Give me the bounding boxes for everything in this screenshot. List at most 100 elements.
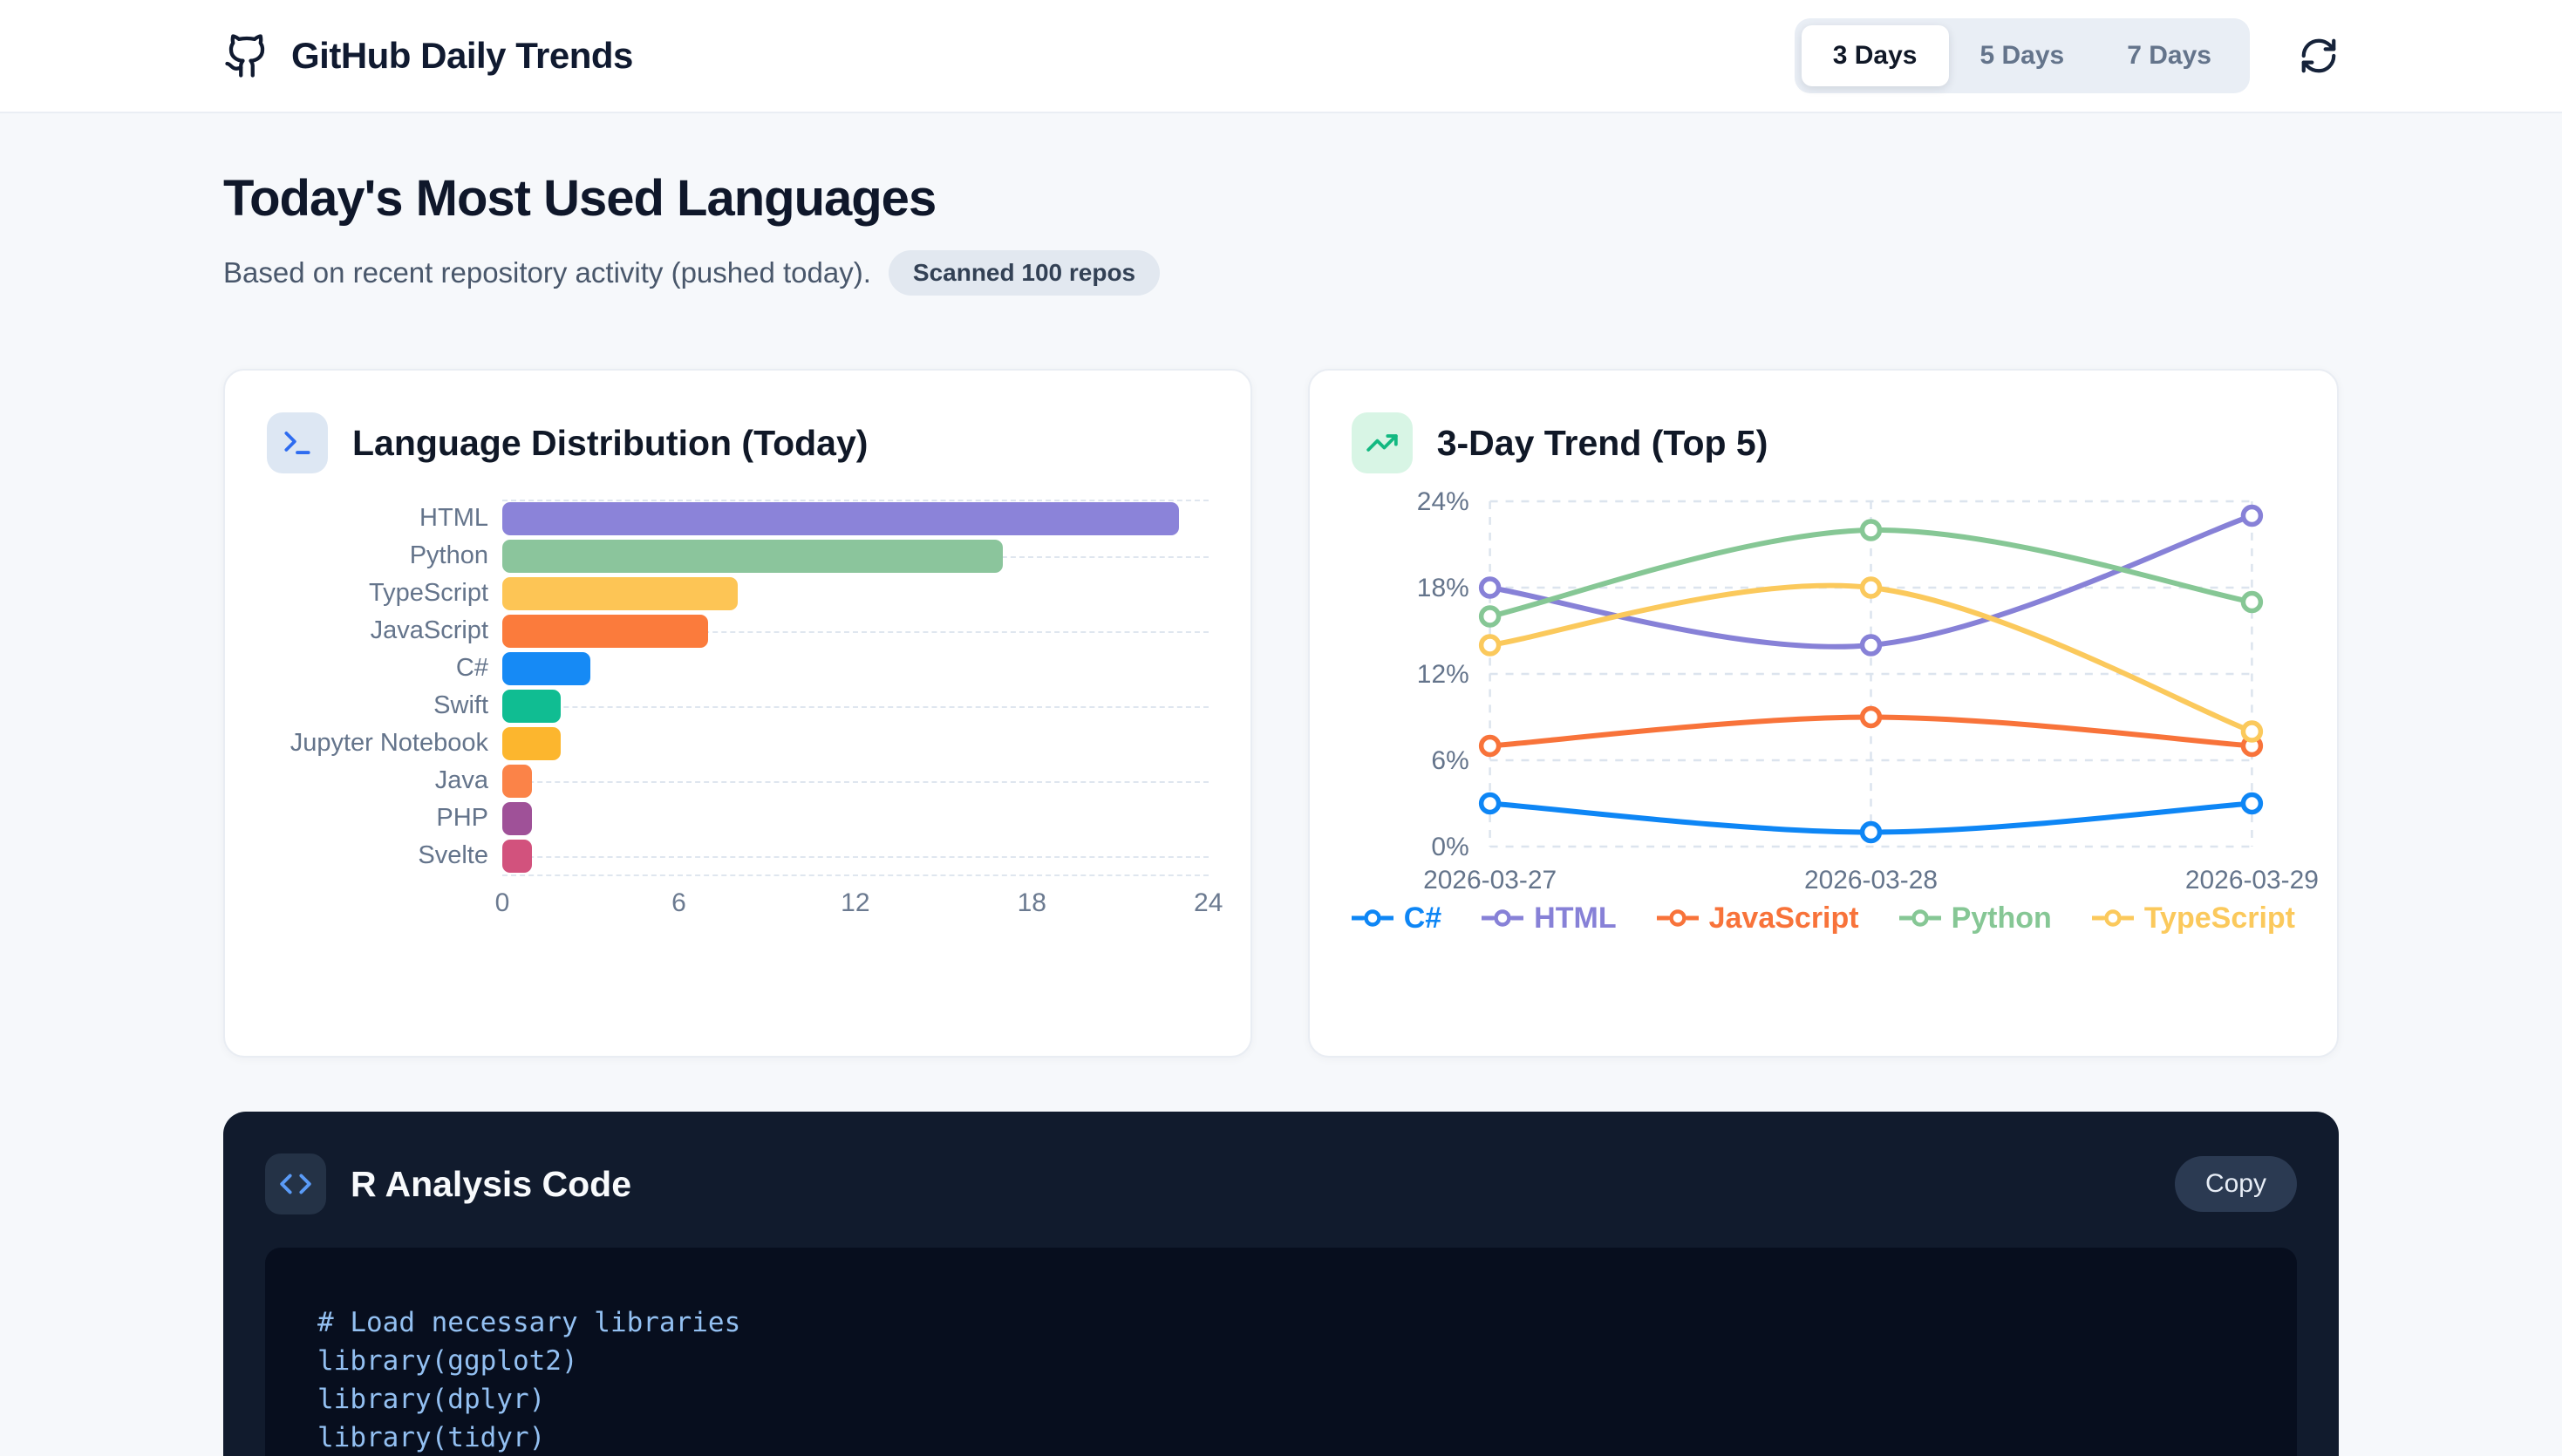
refresh-button[interactable] — [2299, 36, 2339, 76]
trend-line-chart-svg: 0% 6% 12% 18% 24% 2026-03-27 2026-03-28 2026-03… — [1417, 487, 2319, 895]
trend-line-chart: 0% 6% 12% 18% 24% 2026-03-27 2026-03-28 2026-03… — [1352, 487, 2319, 900]
bar-row — [502, 537, 1209, 575]
y-tick-label: 24% — [1417, 487, 1469, 516]
bar-x-tick: 12 — [841, 888, 870, 917]
terminal-icon — [284, 432, 310, 454]
legend-label: HTML — [1534, 901, 1617, 935]
bar-chart-title: Language Distribution (Today) — [352, 422, 869, 463]
y-tick-label: 0% — [1431, 833, 1468, 861]
legend-item-c-[interactable]: C# — [1351, 901, 1442, 936]
copy-button[interactable]: Copy — [2174, 1156, 2297, 1212]
bar-x-tick: 18 — [1017, 888, 1046, 917]
bar-html — [502, 501, 1179, 535]
bar-row — [502, 500, 1209, 537]
bar-gridline — [502, 855, 1209, 858]
bar-javascript — [502, 614, 709, 648]
page-subtitle: Based on recent repository activity (pus… — [223, 256, 871, 289]
bar-gridline — [502, 705, 1209, 708]
bar-category-label: Java — [434, 765, 488, 794]
bar-row — [502, 762, 1209, 799]
card-header: Language Distribution (Today) — [267, 412, 1209, 473]
bar-x-tick: 0 — [494, 888, 510, 917]
range-option-5-days[interactable]: 5 Days — [1949, 25, 2096, 86]
scanned-repos-badge: Scanned 100 repos — [888, 250, 1161, 296]
legend-label: TypeScript — [2143, 901, 2295, 935]
legend-item-typescript[interactable]: TypeScript — [2091, 901, 2295, 936]
legend-item-python[interactable]: Python — [1898, 901, 2052, 936]
y-tick-label: 6% — [1431, 746, 1468, 775]
bar-gridline — [502, 630, 1209, 633]
legend-label: Python — [1951, 901, 2052, 935]
bar-php — [502, 801, 532, 835]
data-point-marker — [1859, 705, 1882, 729]
legend-label: C# — [1403, 901, 1442, 935]
legend-marker-icon — [1656, 909, 1699, 928]
bar-gridline — [502, 874, 1209, 876]
legend-item-javascript[interactable]: JavaScript — [1656, 901, 1859, 936]
data-point-marker — [1859, 634, 1882, 657]
bar-row — [502, 837, 1209, 874]
data-point-marker — [2240, 590, 2263, 614]
data-point-marker — [1478, 634, 1502, 657]
trend-legend: C# HTML JavaScript Python TypeScript — [1351, 901, 2295, 936]
data-point-marker — [2240, 720, 2263, 743]
card-header: 3-Day Trend (Top 5) — [1351, 412, 2295, 473]
data-point-marker — [1859, 576, 1882, 599]
bar-gridline — [502, 780, 1209, 783]
code-card-header: R Analysis Code Copy — [265, 1153, 2297, 1214]
bar-category-label: C# — [455, 653, 488, 682]
brand: GitHub Daily Trends — [223, 32, 633, 79]
y-tick-label: 12% — [1417, 660, 1469, 689]
y-tick-label: 18% — [1417, 574, 1469, 602]
data-point-marker — [1859, 820, 1882, 844]
bar-category-label: Svelte — [418, 840, 488, 869]
bar-category-label: HTML — [419, 503, 488, 532]
bar-typescript — [502, 576, 738, 610]
code-panel: # Load necessary libraries library(ggplo… — [265, 1248, 2297, 1456]
range-option-3-days[interactable]: 3 Days — [1801, 25, 1949, 86]
range-option-7-days[interactable]: 7 Days — [2095, 25, 2243, 86]
bar-java — [502, 764, 532, 798]
legend-marker-icon — [1351, 909, 1393, 928]
data-point-marker — [1478, 734, 1502, 758]
bar-row — [502, 650, 1209, 687]
legend-marker-icon — [1482, 909, 1524, 928]
legend-item-html[interactable]: HTML — [1482, 901, 1617, 936]
x-tick-label: 2026-03-28 — [1804, 866, 1938, 895]
code-block: # Load necessary libraries library(ggplo… — [317, 1307, 741, 1453]
bar-python — [502, 539, 1003, 573]
app-header: GitHub Daily Trends 3 Days 5 Days 7 Days — [0, 0, 2562, 113]
data-point-marker — [1859, 519, 1882, 541]
bar-category-label: PHP — [436, 803, 488, 832]
bar-row — [502, 612, 1209, 650]
legend-marker-icon — [2091, 909, 2134, 928]
bar-row — [502, 799, 1209, 837]
bar-x-tick: 6 — [671, 888, 686, 917]
range-toggle: 3 Days 5 Days 7 Days — [1794, 18, 2250, 93]
series-line-python — [1487, 527, 2255, 619]
code-icon — [280, 1174, 311, 1194]
page-title: Today's Most Used Languages — [223, 170, 937, 227]
trend-card: 3-Day Trend (Top 5) 0% 6% 12% 18% 24% 2026-03… — [1307, 369, 2339, 1058]
page-subtitle-row: Based on recent repository activity (pus… — [223, 250, 2339, 296]
bar-c- — [502, 651, 591, 685]
language-distribution-card: Language Distribution (Today) HTML Python… — [223, 369, 1252, 1058]
bar-jupyter-notebook — [502, 726, 562, 760]
bar-category-label: TypeScript — [369, 578, 488, 607]
data-point-marker — [1478, 605, 1502, 628]
bar-category-label: Jupyter Notebook — [290, 728, 488, 757]
bar-svelte — [502, 839, 532, 873]
bar-gridline — [502, 500, 1209, 501]
x-tick-label: 2026-03-27 — [1423, 866, 1557, 895]
bar-swift — [502, 689, 562, 723]
bar-row — [502, 687, 1209, 725]
github-icon — [225, 34, 265, 78]
code-card-title: R Analysis Code — [351, 1163, 632, 1204]
trending-up-icon-chip — [1351, 412, 1413, 473]
legend-marker-icon — [1898, 909, 1941, 928]
bar-category-label: Python — [409, 541, 488, 569]
code-icon-chip — [265, 1153, 326, 1214]
data-point-marker — [1478, 576, 1502, 599]
terminal-icon-chip — [267, 412, 328, 473]
bar-category-label: Swift — [433, 691, 488, 719]
